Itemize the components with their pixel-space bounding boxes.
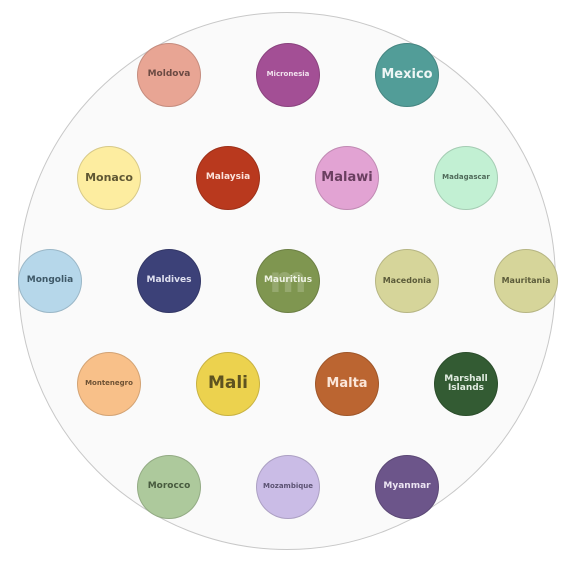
tile-monaco[interactable]: Monaco xyxy=(77,146,141,210)
tile-mexico[interactable]: Mexico xyxy=(375,43,439,107)
tile-montenegro[interactable]: Montenegro xyxy=(77,352,141,416)
tile-label: Macedonia xyxy=(382,275,432,285)
tile-label: Maldives xyxy=(146,275,192,286)
tile-label: Mali xyxy=(207,373,249,394)
tile-mali[interactable]: Mali xyxy=(196,352,260,416)
tile-label: Monaco xyxy=(85,171,133,185)
tile-mauritius[interactable]: m Mauritius xyxy=(256,249,320,313)
tile-label: Malawi xyxy=(321,170,373,186)
tile-morocco[interactable]: Morocco xyxy=(137,455,201,519)
tile-label: Mozambique xyxy=(262,482,314,491)
tile-madagascar[interactable]: Madagascar xyxy=(434,146,498,210)
tile-micronesia[interactable]: Micronesia xyxy=(256,43,320,107)
tile-mongolia[interactable]: Mongolia xyxy=(18,249,82,313)
tile-label: Moldova xyxy=(147,69,191,80)
tile-malawi[interactable]: Malawi xyxy=(315,146,379,210)
tile-label: Malaysia xyxy=(205,172,251,183)
tile-moldova[interactable]: Moldova xyxy=(137,43,201,107)
tile-label: Marshall Islands xyxy=(444,373,488,393)
tile-label: Myanmar xyxy=(383,481,431,492)
tile-myanmar[interactable]: Myanmar xyxy=(375,455,439,519)
tile-marshall-islands[interactable]: Marshall Islands xyxy=(434,352,498,416)
tile-label: Montenegro xyxy=(85,379,133,388)
tile-label: Malta xyxy=(326,376,368,392)
tile-label: Mongolia xyxy=(26,275,74,286)
tile-label: Mauritania xyxy=(501,275,551,285)
tile-label: Madagascar xyxy=(442,173,490,182)
tile-label: Morocco xyxy=(147,481,191,492)
tile-maldives[interactable]: Maldives xyxy=(137,249,201,313)
tile-mauritania[interactable]: Mauritania xyxy=(494,249,558,313)
tile-macedonia[interactable]: Macedonia xyxy=(375,249,439,313)
tile-malta[interactable]: Malta xyxy=(315,352,379,416)
tile-malaysia[interactable]: Malaysia xyxy=(196,146,260,210)
tile-label: Micronesia xyxy=(266,70,310,79)
tile-mozambique[interactable]: Mozambique xyxy=(256,455,320,519)
tile-label: Mexico xyxy=(381,67,433,83)
tile-label: Mauritius xyxy=(263,275,313,286)
